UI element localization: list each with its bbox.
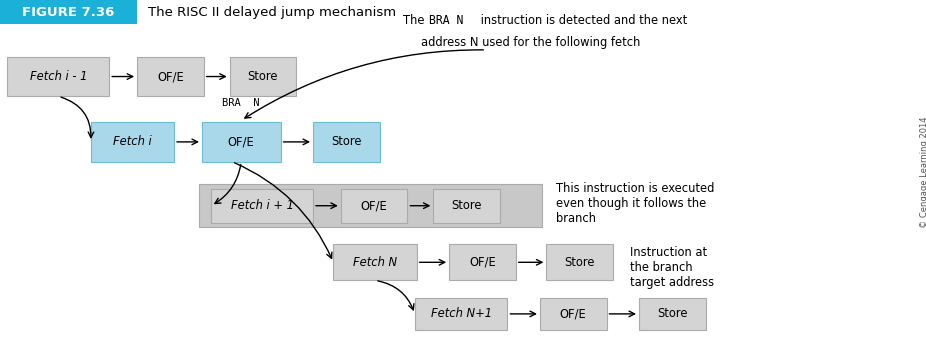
- Text: Fetch N+1: Fetch N+1: [431, 308, 492, 320]
- FancyBboxPatch shape: [0, 0, 137, 24]
- FancyBboxPatch shape: [449, 244, 516, 280]
- FancyBboxPatch shape: [91, 122, 174, 162]
- FancyBboxPatch shape: [433, 189, 500, 223]
- FancyBboxPatch shape: [341, 189, 407, 223]
- FancyBboxPatch shape: [639, 298, 706, 330]
- FancyBboxPatch shape: [540, 298, 607, 330]
- FancyBboxPatch shape: [199, 184, 542, 227]
- FancyBboxPatch shape: [230, 57, 296, 96]
- Text: Fetch i - 1: Fetch i - 1: [30, 70, 87, 83]
- Text: OF/E: OF/E: [560, 308, 586, 320]
- FancyBboxPatch shape: [546, 244, 613, 280]
- FancyBboxPatch shape: [7, 57, 109, 96]
- Text: FIGURE 7.36: FIGURE 7.36: [22, 6, 115, 19]
- Text: The: The: [403, 14, 428, 27]
- Text: BRA N: BRA N: [429, 14, 463, 27]
- Text: Store: Store: [332, 136, 361, 148]
- Text: BRA  N: BRA N: [222, 98, 260, 108]
- Text: Store: Store: [657, 308, 687, 320]
- FancyBboxPatch shape: [415, 298, 507, 330]
- Text: OF/E: OF/E: [361, 199, 387, 212]
- Text: OF/E: OF/E: [228, 136, 255, 148]
- Text: address N used for the following fetch: address N used for the following fetch: [421, 36, 641, 49]
- Text: Fetch N: Fetch N: [353, 256, 397, 269]
- Text: Instruction at
the branch
target address: Instruction at the branch target address: [630, 246, 714, 289]
- FancyBboxPatch shape: [202, 122, 281, 162]
- FancyBboxPatch shape: [211, 189, 313, 223]
- Text: This instruction is executed
even though it follows the
branch: This instruction is executed even though…: [556, 182, 714, 225]
- Text: Store: Store: [452, 199, 482, 212]
- Text: OF/E: OF/E: [157, 70, 183, 83]
- Text: © Cengage Learning 2014: © Cengage Learning 2014: [920, 116, 926, 228]
- FancyBboxPatch shape: [137, 57, 204, 96]
- Text: Fetch i: Fetch i: [113, 136, 152, 148]
- Text: The RISC II delayed jump mechanism: The RISC II delayed jump mechanism: [148, 6, 396, 19]
- Text: Fetch i + 1: Fetch i + 1: [231, 199, 294, 212]
- Text: OF/E: OF/E: [469, 256, 495, 269]
- FancyBboxPatch shape: [333, 244, 417, 280]
- FancyBboxPatch shape: [313, 122, 380, 162]
- Text: Store: Store: [248, 70, 278, 83]
- Text: Store: Store: [565, 256, 594, 269]
- Text: instruction is detected and the next: instruction is detected and the next: [477, 14, 687, 27]
